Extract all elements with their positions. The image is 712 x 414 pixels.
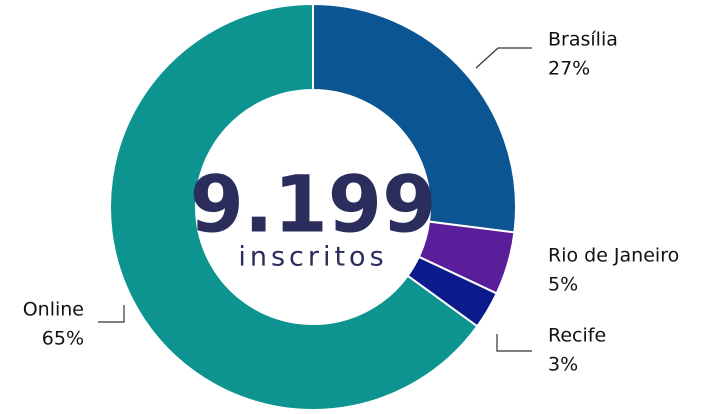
slice-value: 27% [548,58,590,80]
leader-line [475,47,532,69]
slice-value: 65% [42,328,84,350]
slice-label: Brasília [548,29,618,51]
center-total: 9.199 [190,160,437,250]
leader-line [98,305,125,323]
center-sublabel: inscritos [238,242,387,273]
donut-slice [109,2,479,411]
leader-line [496,334,532,352]
slice-label: Recife [548,325,606,347]
slice-value: 3% [548,354,578,376]
donut-slice [312,2,517,234]
slice-label: Rio de Janeiro [548,245,679,267]
slice-value: 5% [548,274,578,296]
slice-label: Online [23,299,84,321]
